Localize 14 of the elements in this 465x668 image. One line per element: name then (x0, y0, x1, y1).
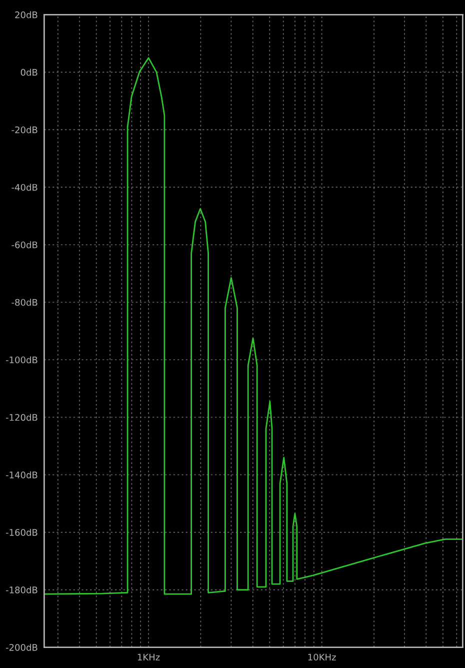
y-tick-label: -20dB (12, 126, 38, 134)
y-tick-label: -40dB (12, 184, 38, 191)
y-tick-label: -180dB (6, 586, 38, 594)
y-tick-label: -200dB (6, 644, 38, 651)
y-tick-label: -140dB (6, 471, 38, 478)
x-tick-label: 1KHz (138, 654, 160, 660)
y-tick-label: -60dB (12, 241, 38, 248)
y-tick-label: -80dB (12, 298, 38, 306)
y-tick-label: -160dB (6, 528, 38, 536)
y-tick-label: 0dB (20, 68, 38, 76)
y-tick-label: 20dB (15, 11, 38, 18)
y-tick-label: -120dB (6, 414, 38, 421)
x-tick-label: 10KHz (308, 654, 336, 661)
y-tick-label: -100dB (6, 356, 38, 364)
